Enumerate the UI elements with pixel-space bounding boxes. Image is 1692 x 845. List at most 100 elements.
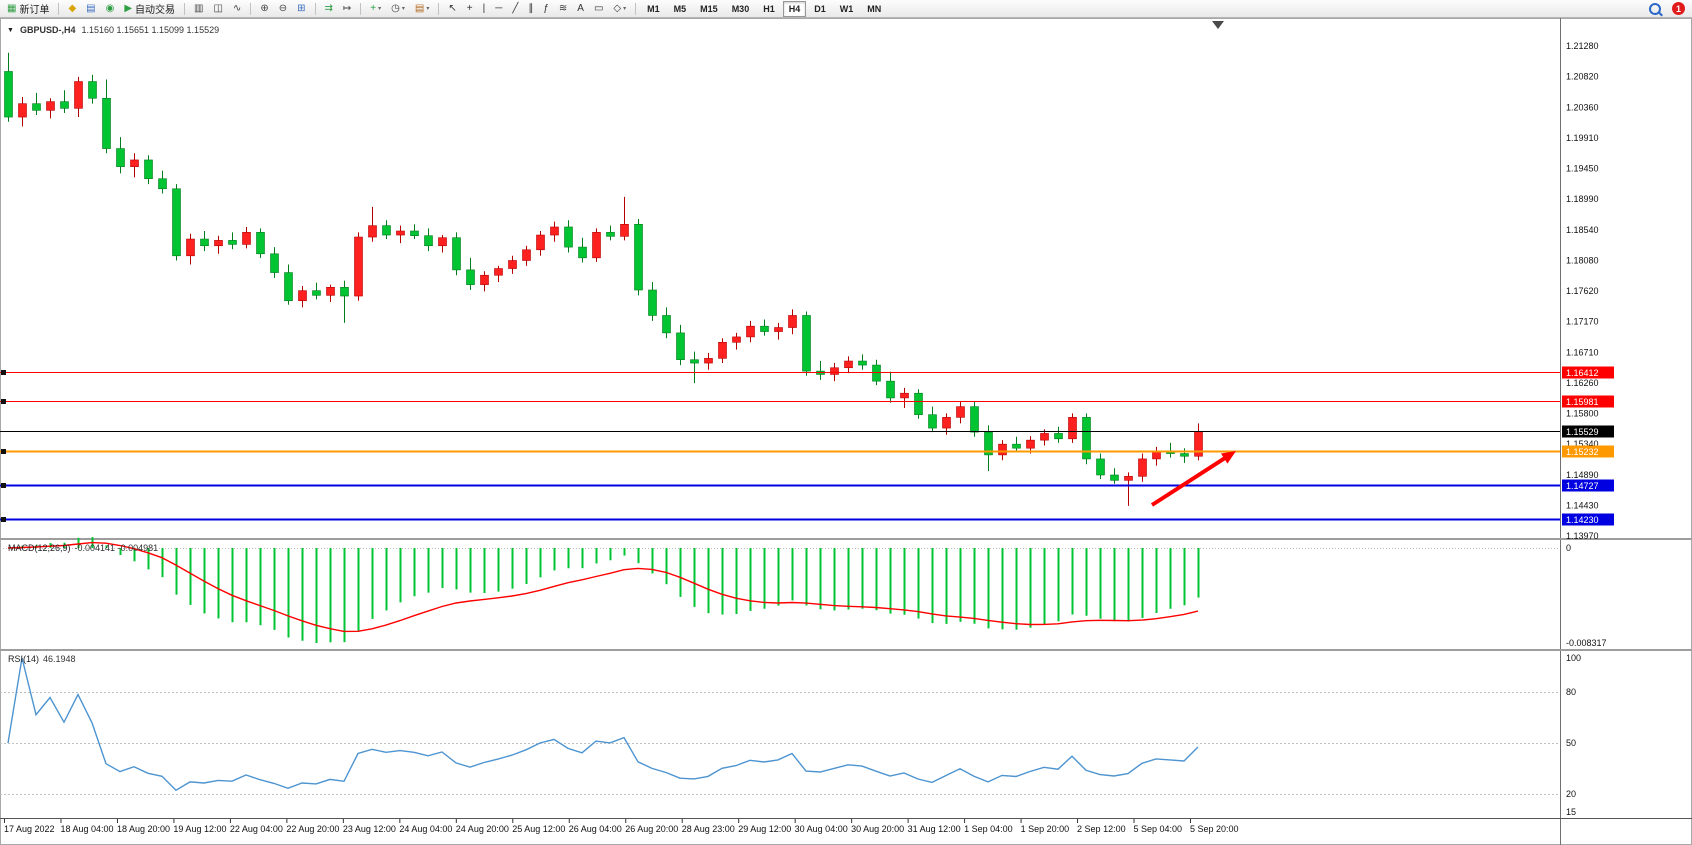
line-handle[interactable] — [1, 517, 6, 522]
candle — [18, 103, 27, 118]
symbol-ohlc: 1.15160 1.15651 1.15099 1.15529 — [81, 25, 220, 35]
trendline-button[interactable]: ╱ — [507, 0, 523, 18]
candle — [970, 406, 979, 433]
chart-shift-marker[interactable] — [1212, 21, 1224, 29]
candle — [438, 237, 447, 247]
candle — [536, 234, 545, 251]
svg-text:1.15340: 1.15340 — [1566, 439, 1599, 449]
svg-text:1 Sep 04:00: 1 Sep 04:00 — [964, 824, 1013, 834]
channel-icon: ∥ — [528, 2, 534, 14]
zoom-in-button[interactable]: ⊕ — [255, 0, 273, 18]
timeframe-h1[interactable]: H1 — [763, 3, 775, 14]
panel-separator[interactable] — [0, 649, 1692, 651]
timeframe-m30[interactable]: M30 — [731, 3, 750, 14]
candle — [326, 287, 335, 296]
indicators-button[interactable]: + ▾ — [365, 0, 386, 18]
candle — [256, 232, 265, 255]
trendline-icon: ╱ — [512, 2, 519, 14]
svg-text:100: 100 — [1566, 653, 1581, 663]
timeframe-m15[interactable]: M15 — [700, 3, 718, 14]
search-button[interactable] — [1644, 0, 1666, 18]
candle — [200, 238, 209, 247]
one-click-trading-toggle[interactable]: ▼ — [7, 26, 14, 34]
autotrading-button[interactable]: ▶ 自动交易 — [119, 0, 180, 18]
candle — [1054, 433, 1063, 440]
vertical-line-button[interactable]: | — [478, 0, 491, 18]
chevron-down-icon: ▾ — [426, 6, 430, 12]
candle — [578, 246, 587, 259]
line-handle[interactable] — [1, 483, 6, 488]
cursor-button[interactable]: ↖ — [443, 0, 461, 18]
candle — [522, 249, 531, 261]
chart-shift-button[interactable]: ↦ — [338, 0, 356, 18]
svg-text:1.14727: 1.14727 — [1566, 481, 1599, 491]
candlestick-chart-button[interactable]: ◫ — [209, 0, 228, 18]
data-refresh-button[interactable]: ◉ — [101, 0, 120, 18]
candle — [32, 103, 41, 111]
andrews-pitchfork-button[interactable]: ≋ — [554, 0, 572, 18]
timeframe-m5[interactable]: M5 — [673, 3, 687, 14]
market-watch-button[interactable]: ▤ — [81, 0, 100, 18]
candle — [704, 358, 713, 364]
candle — [396, 230, 405, 236]
autotrading-icon: ▶ — [124, 2, 133, 14]
panel-separator[interactable] — [0, 538, 1692, 540]
candle — [382, 225, 391, 236]
bar-chart-button[interactable]: ▥ — [189, 0, 208, 18]
candle — [494, 268, 503, 276]
line-handle[interactable] — [1, 449, 6, 454]
candle — [928, 414, 937, 429]
line-chart-icon: ∿ — [232, 2, 242, 14]
line-handle[interactable] — [1, 370, 6, 375]
timeframe-mn[interactable]: MN — [867, 3, 882, 14]
svg-text:20: 20 — [1566, 789, 1576, 799]
candle — [130, 159, 139, 167]
timeframe-m1[interactable]: M1 — [647, 3, 660, 14]
channel-button[interactable]: ∥ — [523, 0, 538, 18]
price-tag — [1562, 366, 1614, 379]
candle — [340, 287, 349, 297]
market-watch-icon: ▤ — [86, 2, 96, 14]
candle — [466, 269, 475, 285]
macd-name: MACD(12,26,9) — [8, 543, 71, 553]
shapes-button[interactable]: ◇ ▾ — [608, 0, 631, 18]
crosshair-button[interactable]: + — [462, 0, 478, 18]
candle — [620, 224, 629, 237]
candle — [592, 232, 601, 259]
candle — [1124, 476, 1133, 481]
horizontal-line-button[interactable]: ─ — [490, 0, 507, 18]
line-chart-button[interactable]: ∿ — [228, 0, 246, 18]
trend-arrow[interactable] — [1150, 451, 1236, 507]
timeframe-w1[interactable]: W1 — [839, 3, 854, 14]
templates-button[interactable]: ▤ ▾ — [410, 0, 434, 18]
svg-text:1.18990: 1.18990 — [1566, 194, 1599, 204]
text-label-button[interactable]: ▭ — [589, 0, 608, 18]
candle — [88, 81, 97, 99]
new-order-button[interactable]: ▦ 新订单 — [2, 0, 54, 18]
price-tag — [1562, 395, 1614, 408]
svg-text:22 Aug 20:00: 22 Aug 20:00 — [286, 824, 339, 834]
timeframe-d1[interactable]: D1 — [814, 3, 826, 14]
candle — [60, 101, 69, 109]
text-button[interactable]: A — [572, 0, 589, 18]
time-axis[interactable]: 17 Aug 2022 18 Aug 04:00 18 Aug 20:00 19 Au… — [4, 819, 1239, 834]
timeframe-h4[interactable]: H4 — [782, 0, 807, 17]
candle — [1180, 453, 1189, 457]
tile-windows-button[interactable]: ⊞ — [292, 0, 310, 18]
svg-text:1.19910: 1.19910 — [1566, 133, 1599, 143]
alerts-button[interactable]: ◆ — [63, 0, 81, 18]
price-tag — [1562, 425, 1614, 438]
toolbar-right: 1 — [1644, 0, 1690, 18]
svg-text:1.13970: 1.13970 — [1566, 531, 1599, 541]
price-axis[interactable]: 1.21280 1.20820 1.20360 1.19910 1.19450 1.189… — [1566, 41, 1599, 541]
chart-symbol-label: ▼ GBPUSD-,H4 1.15160 1.15651 1.15099 1.1… — [7, 25, 219, 35]
fibonacci-button[interactable]: ƒ — [538, 0, 554, 18]
line-handle[interactable] — [1, 399, 6, 404]
svg-text:18 Aug 04:00: 18 Aug 04:00 — [60, 824, 113, 834]
svg-text:28 Aug 23:00: 28 Aug 23:00 — [682, 824, 735, 834]
periods-button[interactable]: ◷ ▾ — [386, 0, 410, 18]
notification-badge[interactable]: 1 — [1672, 2, 1685, 15]
auto-scroll-button[interactable]: ⇉ — [320, 0, 338, 18]
price-tag — [1562, 445, 1614, 458]
zoom-out-button[interactable]: ⊖ — [274, 0, 292, 18]
